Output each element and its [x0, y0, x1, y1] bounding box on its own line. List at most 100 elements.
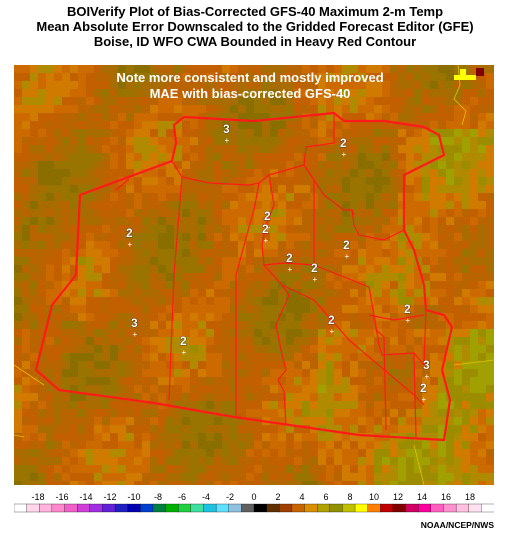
color-scale-tick-label: -8: [154, 492, 162, 502]
station-marker: +: [425, 372, 430, 381]
color-swatch: [39, 503, 53, 513]
color-swatch: [329, 503, 343, 513]
mae-map: Note more consistent and mostly improved…: [14, 65, 494, 485]
station-marker: +: [342, 150, 347, 159]
zone-value: 2: [264, 209, 271, 223]
title-line-1: BOIVerify Plot of Bias-Corrected GFS-40 …: [66, 4, 444, 19]
color-swatch: [203, 503, 217, 513]
color-scale-ticks: -18 -16 -14 -12 -10 -8 -6 -4 -2 0 2 4 6 8 10 12 14 16 18: [31, 492, 475, 502]
station-marker: +: [128, 240, 133, 249]
annotation-line-2: MAE with bias-corrected GFS-40: [150, 86, 351, 101]
color-swatch: [77, 503, 91, 513]
color-swatch: [443, 503, 457, 513]
cwa-boundary: [34, 111, 454, 442]
color-swatch: [266, 503, 280, 513]
color-swatch: [89, 503, 103, 513]
station-marker: +: [288, 265, 293, 274]
color-swatch: [342, 503, 356, 513]
color-swatch: [354, 503, 369, 513]
color-swatch: [253, 503, 268, 513]
color-scale-tick-label: 8: [347, 492, 352, 502]
color-swatch: [140, 503, 154, 513]
color-swatch: [279, 503, 293, 513]
title-line-3: Boise, ID WFO CWA Bounded in Heavy Red C…: [93, 34, 417, 49]
station-marker: +: [133, 330, 138, 339]
zone-value: 2: [262, 222, 269, 236]
color-scale: -18 -16 -14 -12 -10 -8 -6 -4 -2 0 2 4 6 8 10 12 14 16 18: [13, 488, 495, 514]
zone-value: 2: [340, 136, 347, 150]
color-scale-tick-label: -2: [226, 492, 234, 502]
zone-value: 2: [286, 251, 293, 265]
color-scale-tick-label: -4: [202, 492, 210, 502]
zone-value: 2: [420, 381, 427, 395]
zone-value: 2: [328, 313, 335, 327]
color-scale-tick-label: -12: [103, 492, 116, 502]
color-swatch: [165, 503, 179, 513]
color-scale-svg: -18 -16 -14 -12 -10 -8 -6 -4 -2 0 2 4 6 8 10 12 14 16 18: [13, 492, 495, 513]
zone-values: 3+ 2+2+2+2+2+2+2+3+ 2+2+3+2+2+: [126, 122, 431, 404]
color-scale-tick-label: 14: [417, 492, 427, 502]
map-svg: Note more consistent and mostly improved…: [14, 65, 494, 485]
zone-value: 2: [126, 226, 133, 240]
station-marker: +: [225, 136, 230, 145]
color-scale-tick-label: -16: [55, 492, 68, 502]
station-marker: +: [330, 327, 335, 336]
color-swatch: [481, 503, 495, 513]
color-swatch: [291, 503, 305, 513]
station-marker: +: [345, 252, 350, 261]
zone-value: 2: [180, 334, 187, 348]
color-swatch: [13, 503, 28, 513]
color-swatch: [241, 503, 255, 513]
zone-value: 3: [423, 358, 430, 372]
color-swatch: [317, 503, 331, 513]
color-swatch: [304, 503, 318, 513]
color-scale-tick-label: 10: [369, 492, 379, 502]
color-swatch: [228, 503, 242, 513]
zone-value: 3: [131, 316, 138, 330]
color-swatch: [51, 503, 65, 513]
station-marker: +: [266, 223, 271, 232]
color-swatch: [26, 503, 40, 513]
color-scale-tick-label: -10: [127, 492, 140, 502]
zone-value: 2: [404, 302, 411, 316]
color-swatch: [152, 503, 167, 513]
color-scale-tick-label: 6: [323, 492, 328, 502]
color-swatch: [380, 503, 394, 513]
station-marker: +: [182, 348, 187, 357]
color-swatch: [102, 503, 116, 513]
color-swatch: [455, 503, 470, 513]
color-scale-tick-label: -18: [31, 492, 44, 502]
color-swatch: [468, 503, 482, 513]
color-scale-bar: [13, 503, 495, 513]
color-swatch: [418, 503, 432, 513]
annotation-line-1: Note more consistent and mostly improved: [116, 70, 383, 85]
color-scale-tick-label: 2: [275, 492, 280, 502]
zone-value: 2: [343, 238, 350, 252]
station-marker: +: [422, 395, 427, 404]
station-marker: +: [406, 316, 411, 325]
zone-value: 3: [223, 122, 230, 136]
color-swatch: [430, 503, 444, 513]
color-swatch: [392, 503, 407, 513]
color-swatch: [367, 503, 381, 513]
title-line-2: Mean Absolute Error Downscaled to the Gr…: [36, 19, 474, 34]
zone-value: 2: [311, 261, 318, 275]
color-scale-tick-label: 4: [299, 492, 304, 502]
color-scale-tick-label: -14: [79, 492, 92, 502]
map-title: BOIVerify Plot of Bias-Corrected GFS-40 …: [0, 4, 510, 49]
color-swatch: [64, 503, 78, 513]
color-swatch: [114, 503, 129, 513]
color-swatch: [190, 503, 204, 513]
color-scale-tick-label: 0: [251, 492, 256, 502]
corner-swatch: [454, 68, 484, 80]
mae-raster: [14, 65, 494, 485]
color-swatch: [127, 503, 141, 513]
credit-label: NOAA/NCEP/NWS: [420, 520, 494, 530]
color-scale-tick-label: 18: [465, 492, 475, 502]
station-marker: +: [313, 275, 318, 284]
color-scale-tick-label: 16: [441, 492, 451, 502]
color-scale-tick-label: 12: [393, 492, 403, 502]
color-swatch: [178, 503, 192, 513]
color-swatch: [405, 503, 419, 513]
color-swatch: [215, 503, 230, 513]
